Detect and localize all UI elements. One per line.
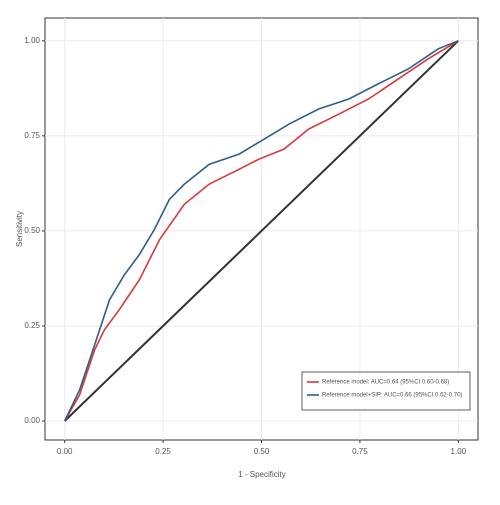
x-axis-label: 1 - Specificity [238,470,286,479]
x-tick-label: 0.75 [352,447,368,456]
y-tick-label: 0.25 [24,321,40,330]
y-tick-label: 0.75 [24,131,40,140]
x-tick-label: 1.00 [451,447,467,456]
x-tick-label: 0.25 [155,447,171,456]
roc-curve [63,40,459,422]
legend-box [301,371,471,411]
y-axis-label: Sensitivity [15,211,24,247]
x-tick-label: 0.00 [57,447,73,456]
reference-line [63,40,460,422]
y-tick-label: 1.00 [24,36,40,45]
roc-curve [63,40,459,422]
y-tick-label: 0.50 [24,226,40,235]
legend-label: Reference model+SIP: AUC=0.66 (95%CI 0.6… [322,393,462,399]
y-tick-label: 0.00 [24,416,40,425]
x-tick-label: 0.50 [254,447,270,456]
legend-label: Reference model: AUC=0.64 (95%CI 0.60-0.… [322,380,449,386]
